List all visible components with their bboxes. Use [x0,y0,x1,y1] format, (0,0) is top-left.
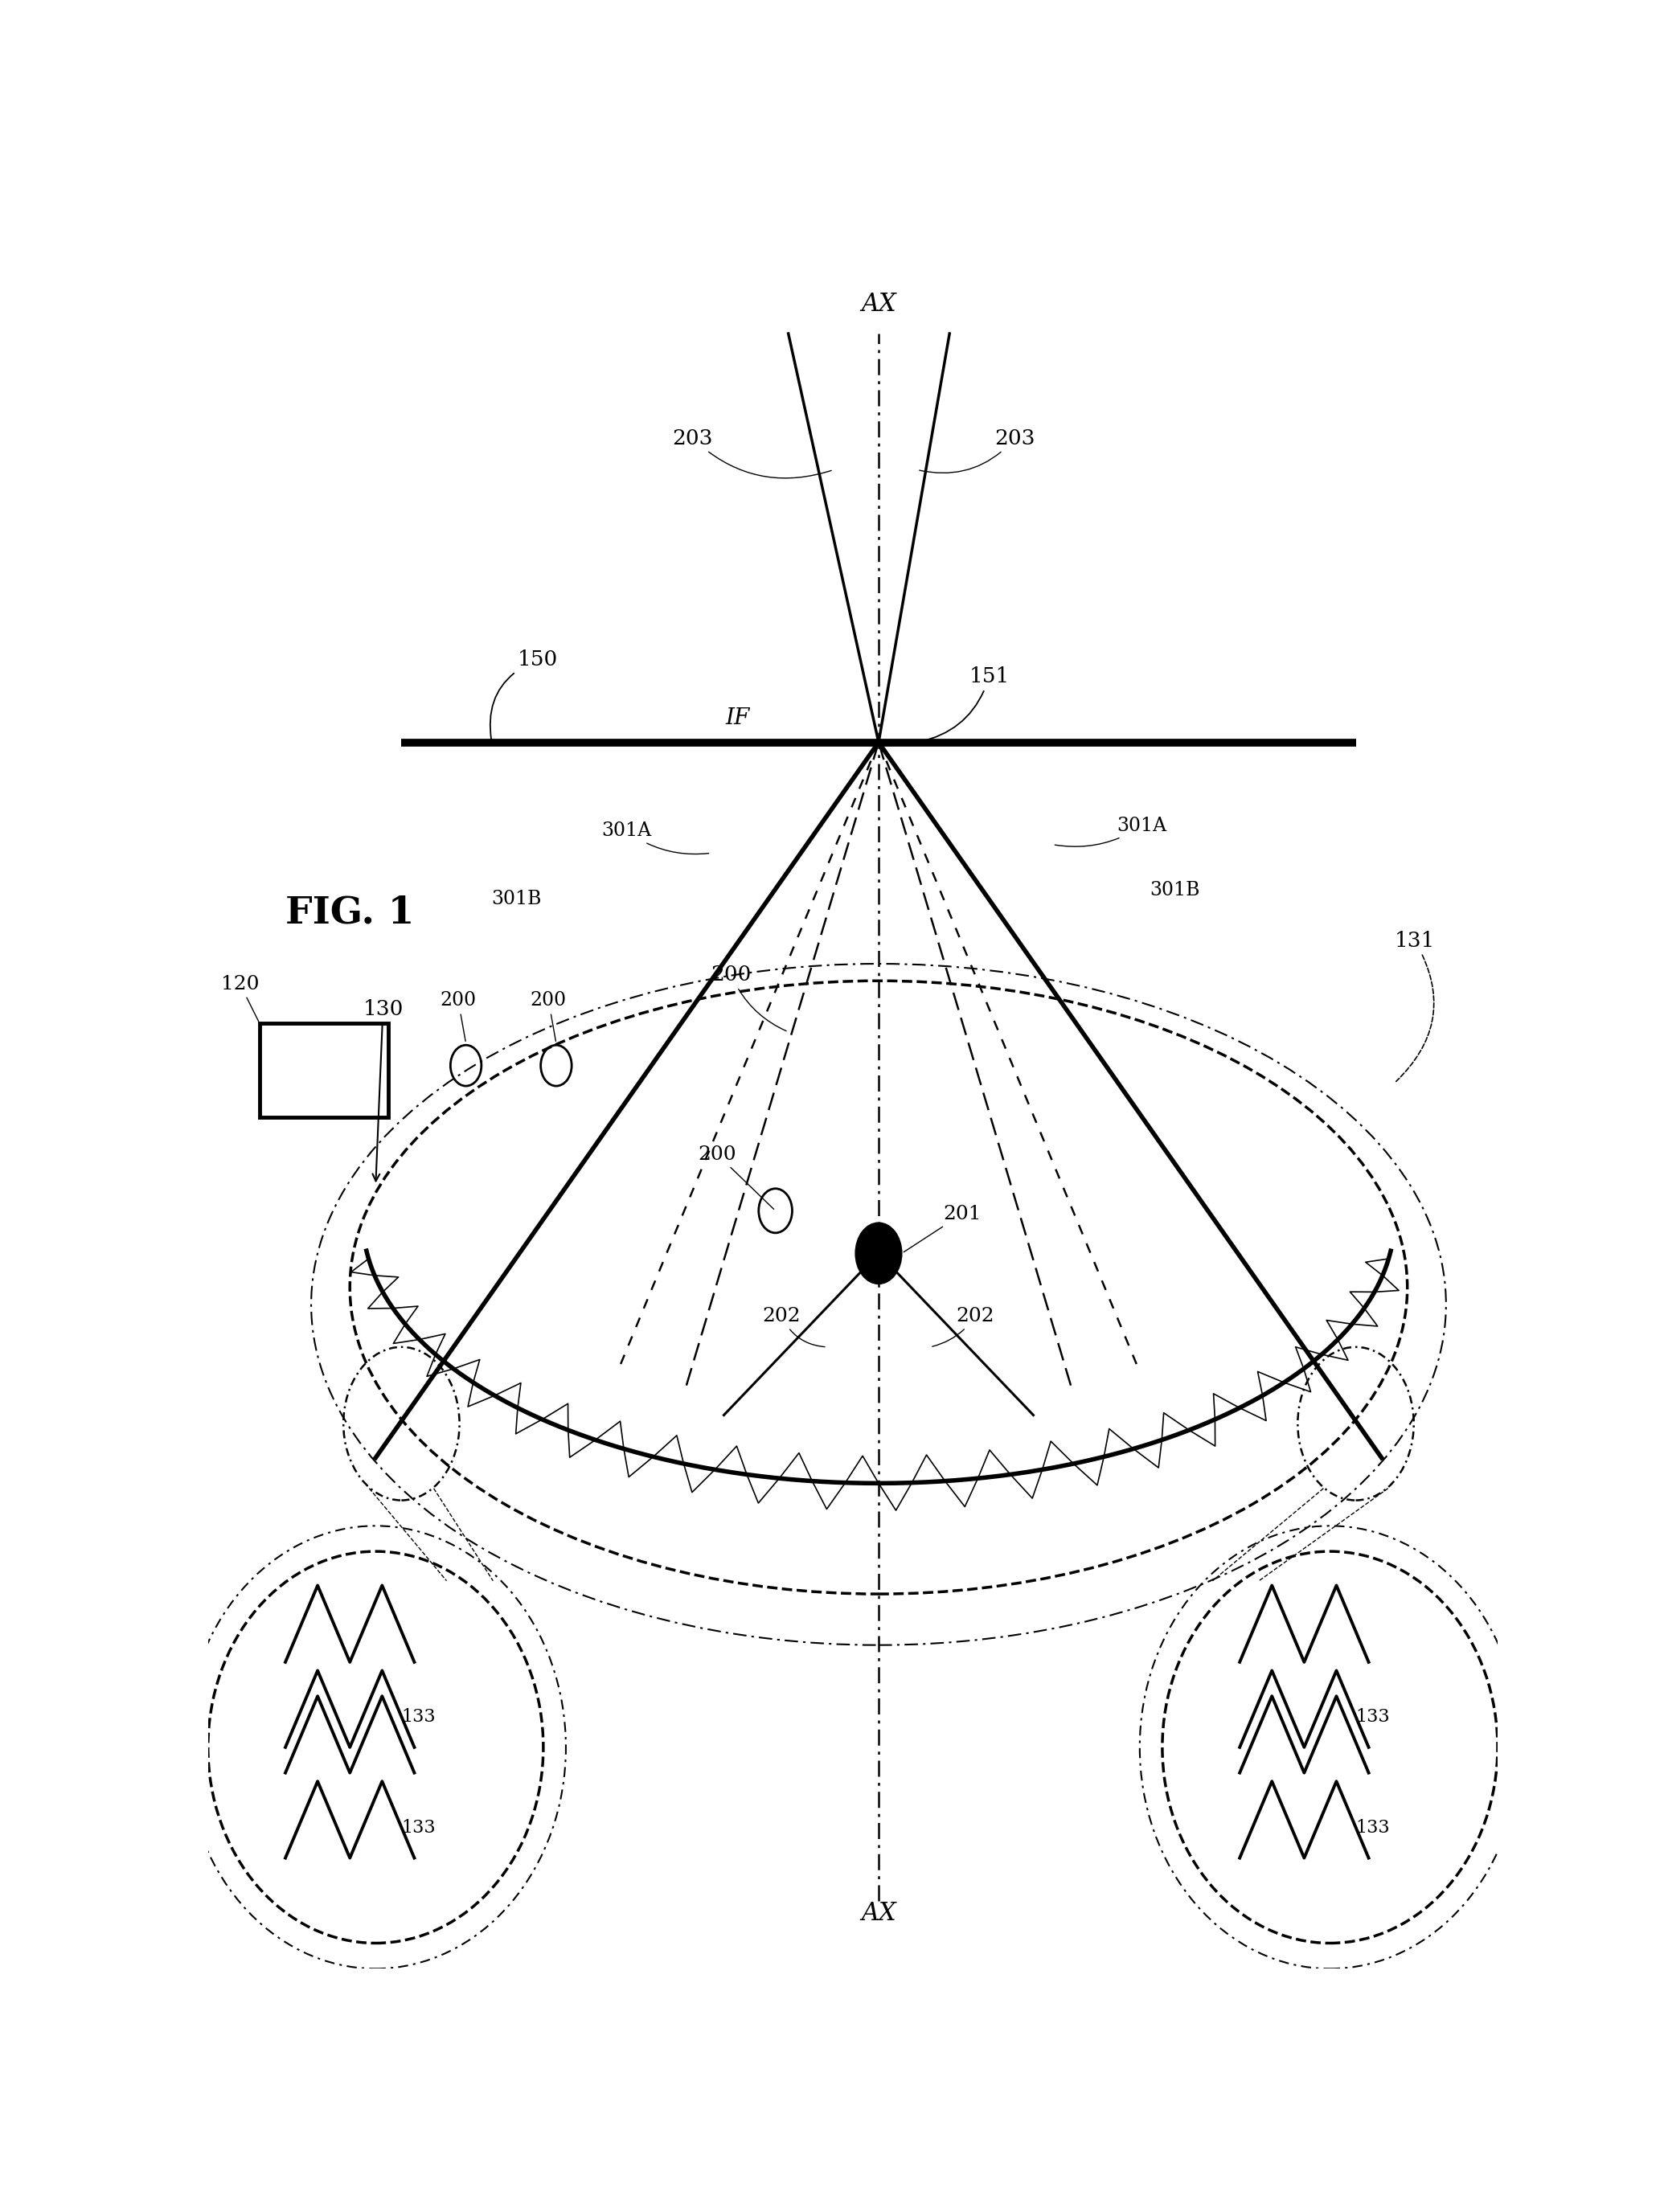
Text: IF: IF [726,708,749,728]
Circle shape [855,1223,902,1283]
Text: AX: AX [860,292,897,316]
Text: 120: 120 [221,975,260,1022]
Text: 200: 200 [699,1146,774,1210]
Text: 301A: 301A [1055,816,1166,847]
Text: 202: 202 [762,1307,825,1347]
Text: 201: 201 [904,1206,982,1252]
Text: 203: 203 [672,429,832,478]
Text: 133: 133 [1356,1818,1389,1836]
Text: AX: AX [860,1900,897,1927]
Text: 200: 200 [441,991,476,1042]
Text: 301B: 301B [1150,880,1200,900]
Text: 133: 133 [401,1708,436,1725]
Text: FIG. 1: FIG. 1 [286,894,414,931]
Text: 133: 133 [1356,1708,1389,1725]
Text: 202: 202 [932,1307,995,1347]
Text: 130: 130 [363,1000,403,1181]
Text: 131: 131 [1394,931,1434,1082]
Text: 133: 133 [401,1818,436,1836]
Text: 203: 203 [920,429,1035,473]
Text: 150: 150 [491,650,557,741]
Text: 200: 200 [711,964,787,1031]
Text: 301B: 301B [493,889,542,909]
Text: 200: 200 [531,991,567,1042]
Bar [260,1024,389,1117]
Text: 301A: 301A [601,821,709,854]
Text: 151: 151 [920,666,1010,741]
